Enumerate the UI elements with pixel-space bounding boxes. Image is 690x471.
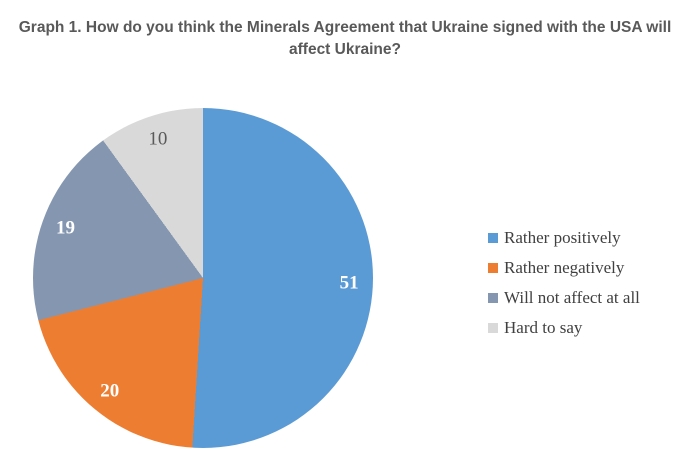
pie-slice-label: 10	[148, 128, 168, 150]
legend-swatch-icon	[488, 293, 498, 303]
chart-title-line-2: affect Ukraine?	[289, 41, 401, 58]
legend-label: Rather positively	[504, 228, 621, 247]
pie-slice-label: 19	[55, 217, 75, 239]
legend-item: Rather negatively	[488, 253, 640, 283]
legend-label: Will not affect at all	[504, 288, 640, 307]
legend-item: Hard to say	[488, 313, 640, 343]
legend-swatch-icon	[488, 323, 498, 333]
pie-slice-label: 20	[100, 380, 120, 402]
chart-title-line-1: Graph 1. How do you think the Minerals A…	[18, 19, 672, 36]
legend-swatch-icon	[488, 233, 498, 243]
chart-title: Graph 1. How do you think the Minerals A…	[0, 17, 690, 61]
legend: Rather positively Rather negatively Will n…	[488, 223, 640, 343]
legend-label: Rather negatively	[504, 258, 625, 277]
pie-slice-label: 51	[339, 272, 359, 294]
legend-item: Will not affect at all	[488, 283, 640, 313]
legend-swatch-icon	[488, 263, 498, 273]
pie-chart	[33, 108, 373, 448]
legend-item: Rather positively	[488, 223, 640, 253]
legend-label: Hard to say	[504, 318, 583, 337]
